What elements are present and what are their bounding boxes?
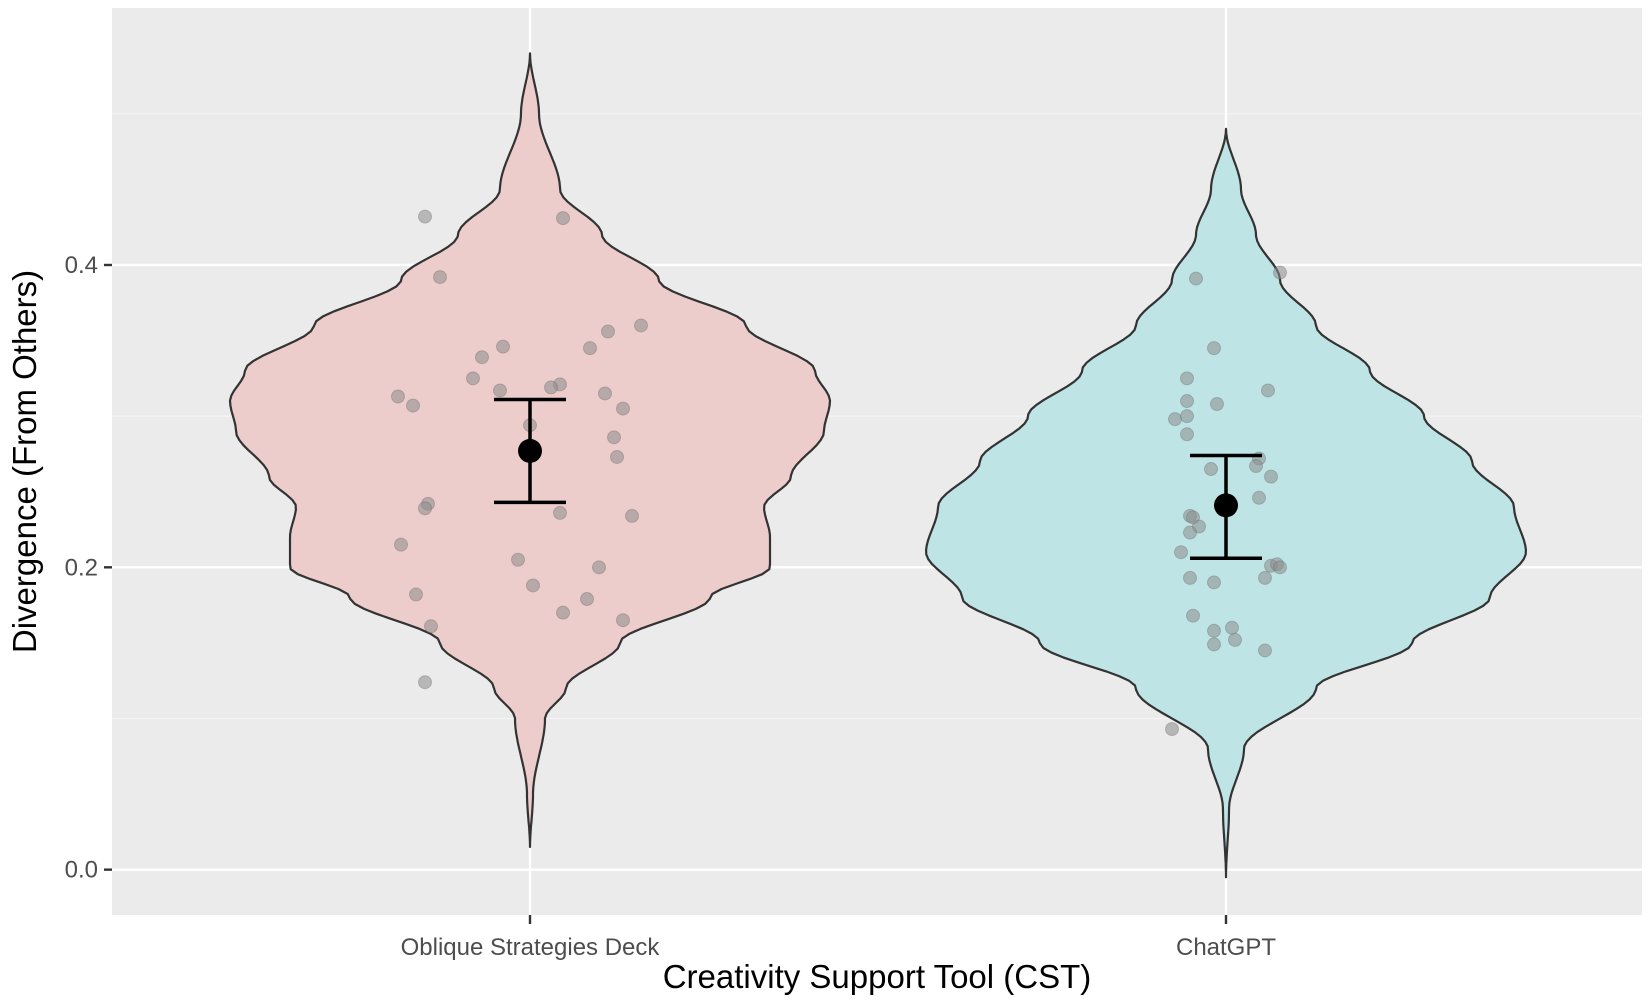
data-point [424,619,438,634]
data-point [601,324,615,339]
data-point [418,675,432,690]
data-point [433,270,447,285]
data-point [1183,570,1197,585]
data-point [616,613,630,628]
y-axis-title: Divergence (From Others) [6,270,43,653]
x-axis-title: Creativity Support Tool (CST) [663,958,1092,995]
axis-layer: 0.0 0.2 0.4 Oblique Strategies Deck ChatGPT [65,252,1277,961]
data-point [1186,608,1200,623]
data-point [583,341,597,356]
summary-layer [494,397,1262,560]
data-point [493,383,507,398]
data-point [1258,643,1272,658]
data-point [1252,490,1266,505]
data-point [1174,545,1188,560]
data-point [1228,632,1242,647]
data-point [616,401,630,416]
data-point [1261,383,1275,398]
data-point [526,578,540,593]
data-point [1183,525,1197,540]
data-point [1168,412,1182,427]
data-point [556,605,570,620]
data-point [553,505,567,520]
data-point [1180,427,1194,442]
data-point [475,350,489,365]
data-point [1180,394,1194,409]
point-layer [391,209,1287,737]
data-point [1180,409,1194,424]
data-point [1258,570,1272,585]
data-point [418,501,432,516]
data-point [1273,265,1287,280]
data-point [1189,271,1203,286]
data-point [394,537,408,552]
data-point [1273,560,1287,575]
y-tick-label: 0.4 [65,252,98,279]
data-point [1249,459,1263,474]
data-point [1207,637,1221,652]
data-point [1207,623,1221,638]
data-point [409,587,423,602]
data-point [1225,620,1239,635]
mean-point [1214,493,1238,518]
y-tick-label: 0.2 [65,554,98,581]
data-point [391,389,405,404]
mean-point [518,438,542,463]
data-point [1264,469,1278,484]
x-tick-label: Oblique Strategies Deck [401,934,661,961]
data-point [580,592,594,607]
data-point [634,318,648,333]
data-point [1207,575,1221,590]
data-point [1210,397,1224,412]
data-point [1180,371,1194,386]
data-point [607,430,621,445]
data-point [598,386,612,401]
data-point [625,508,639,523]
data-point [511,552,525,567]
x-tick-label: ChatGPT [1176,934,1276,961]
data-point [466,371,480,386]
data-point [610,449,624,464]
y-tick-label: 0.0 [65,857,98,884]
data-point [544,380,558,395]
data-point [418,209,432,224]
data-point [1207,341,1221,356]
data-point [1204,462,1218,477]
data-point [556,211,570,226]
data-point [496,339,510,354]
data-point [592,560,606,575]
data-point [406,398,420,413]
data-point [1165,722,1179,737]
